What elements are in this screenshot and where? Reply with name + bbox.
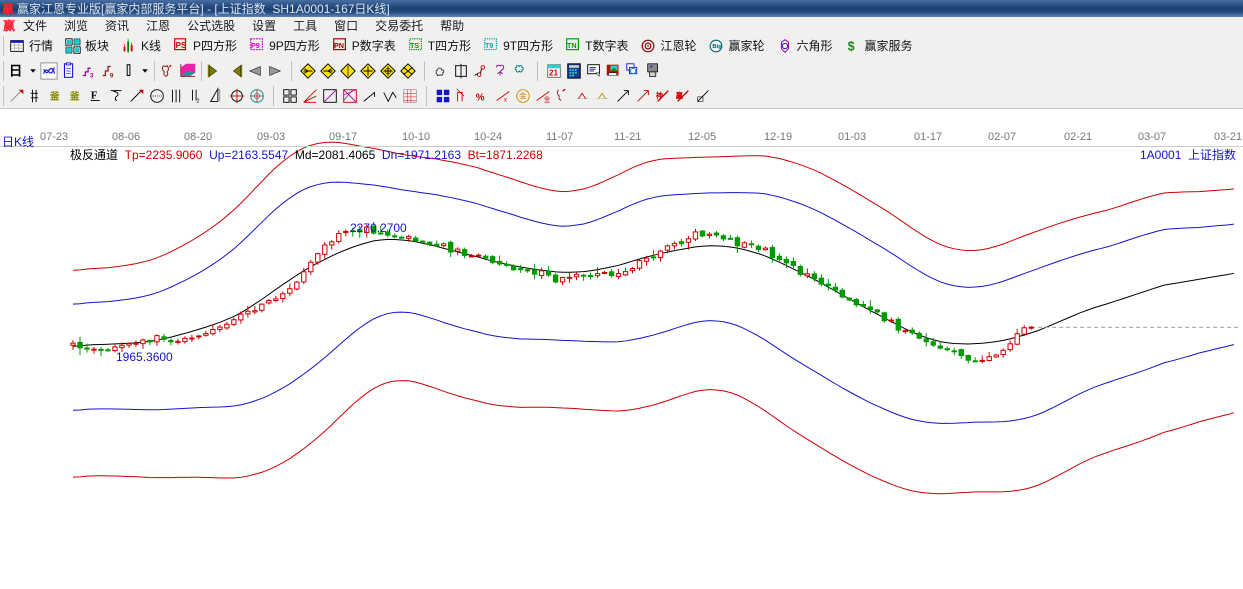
svg-text:x: x: [504, 96, 508, 103]
svg-text:$: $: [847, 39, 854, 53]
svg-text:F: F: [91, 89, 98, 101]
svg-text:3: 3: [90, 72, 94, 79]
svg-text:日: 日: [9, 63, 23, 78]
svg-text:9: 9: [110, 72, 114, 79]
svg-text:PN: PN: [334, 40, 344, 49]
svg-text:釜: 釜: [69, 89, 80, 102]
svg-text:釜: 釜: [49, 89, 60, 102]
svg-text:Big: Big: [713, 43, 723, 49]
svg-text:金: 金: [519, 91, 526, 100]
svg-text:金: 金: [544, 94, 551, 103]
svg-text:PS: PS: [176, 40, 187, 49]
svg-text:%: %: [476, 92, 485, 103]
svg-text:神: 神: [656, 90, 663, 99]
svg-text:21: 21: [549, 68, 558, 77]
svg-text:P9: P9: [251, 40, 260, 49]
svg-text:赢: 赢: [676, 90, 684, 99]
svg-text:T9: T9: [485, 40, 493, 49]
svg-text:TS: TS: [410, 40, 419, 49]
svg-text:2: 2: [197, 98, 200, 104]
svg-text:TN: TN: [567, 40, 577, 49]
